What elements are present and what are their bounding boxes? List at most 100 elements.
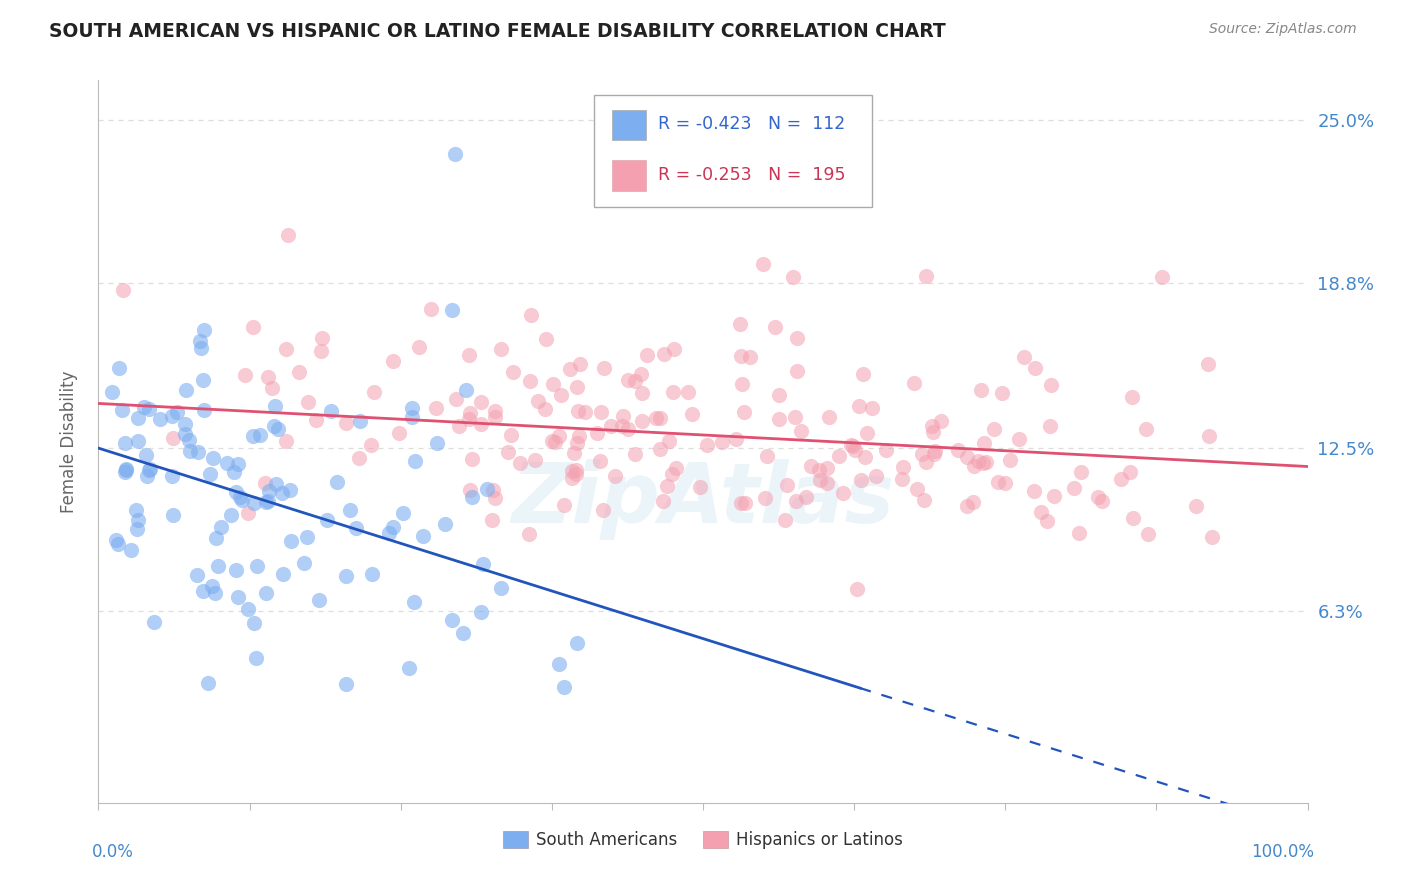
Point bbox=[794, 490, 817, 504]
Point bbox=[225, 563, 247, 577]
Point bbox=[592, 502, 614, 516]
Point bbox=[245, 651, 267, 665]
Point bbox=[1122, 510, 1144, 524]
Point bbox=[565, 435, 588, 450]
Point bbox=[966, 454, 988, 468]
Point bbox=[236, 601, 259, 615]
Point bbox=[254, 475, 277, 490]
Point bbox=[360, 567, 382, 582]
Point bbox=[1152, 270, 1174, 285]
Point bbox=[815, 475, 838, 490]
Point bbox=[963, 459, 986, 474]
Point bbox=[297, 395, 319, 409]
Point bbox=[190, 342, 212, 356]
Point bbox=[187, 445, 209, 459]
Point bbox=[550, 388, 572, 402]
Point bbox=[520, 308, 543, 322]
Point bbox=[969, 383, 991, 397]
Point bbox=[481, 483, 503, 498]
Point bbox=[191, 583, 214, 598]
Point bbox=[193, 403, 215, 417]
Point bbox=[574, 404, 596, 418]
Point bbox=[111, 284, 134, 298]
Point bbox=[763, 319, 786, 334]
Point bbox=[288, 364, 311, 378]
Point bbox=[661, 467, 683, 481]
Point bbox=[731, 376, 754, 391]
Point bbox=[696, 438, 718, 452]
Point bbox=[776, 477, 799, 491]
Point bbox=[461, 490, 484, 504]
Point bbox=[603, 468, 626, 483]
Point bbox=[162, 508, 184, 522]
Point bbox=[624, 374, 647, 388]
Point bbox=[274, 434, 297, 449]
Point bbox=[612, 409, 634, 423]
Point bbox=[434, 516, 457, 531]
Point bbox=[624, 447, 647, 461]
Point bbox=[311, 331, 333, 345]
Point bbox=[844, 443, 866, 458]
Point bbox=[125, 523, 148, 537]
Point bbox=[553, 498, 575, 512]
Point bbox=[489, 581, 512, 595]
Point bbox=[127, 513, 149, 527]
Point bbox=[956, 499, 979, 513]
Point bbox=[297, 531, 319, 545]
Legend: South Americans, Hispanics or Latinos: South Americans, Hispanics or Latinos bbox=[496, 824, 910, 856]
Point bbox=[402, 595, 425, 609]
Point bbox=[651, 493, 673, 508]
Point bbox=[589, 453, 612, 467]
Point bbox=[921, 425, 943, 439]
Point bbox=[973, 436, 995, 450]
Point bbox=[115, 462, 138, 476]
Point bbox=[243, 616, 266, 631]
Point bbox=[783, 410, 806, 425]
Point bbox=[111, 402, 134, 417]
Point bbox=[630, 367, 652, 381]
Point bbox=[264, 477, 287, 491]
Point bbox=[471, 557, 494, 571]
Point bbox=[278, 483, 301, 497]
Point bbox=[839, 438, 862, 452]
Point bbox=[125, 503, 148, 517]
Point bbox=[790, 425, 813, 439]
Point bbox=[1201, 530, 1223, 544]
Point bbox=[381, 520, 404, 534]
Point bbox=[207, 558, 229, 573]
Point bbox=[114, 463, 136, 477]
Point bbox=[665, 461, 688, 475]
Point bbox=[470, 605, 492, 619]
Point bbox=[209, 519, 232, 533]
Point bbox=[215, 456, 238, 470]
Point bbox=[499, 428, 522, 442]
Point bbox=[387, 426, 409, 441]
Point bbox=[658, 434, 681, 448]
Point bbox=[915, 269, 938, 284]
Point bbox=[905, 482, 928, 496]
Point bbox=[561, 464, 583, 478]
Point bbox=[420, 302, 443, 317]
Point bbox=[593, 361, 616, 376]
Point bbox=[135, 448, 157, 462]
Point bbox=[519, 374, 541, 388]
Point bbox=[891, 460, 914, 475]
Point bbox=[228, 491, 250, 505]
Point bbox=[441, 613, 464, 627]
Text: Source: ZipAtlas.com: Source: ZipAtlas.com bbox=[1209, 22, 1357, 37]
Point bbox=[347, 451, 370, 466]
Point bbox=[738, 350, 761, 364]
Point bbox=[983, 422, 1005, 436]
Point bbox=[782, 270, 804, 285]
Point bbox=[865, 468, 887, 483]
Point bbox=[274, 342, 297, 356]
Point bbox=[773, 513, 796, 527]
Point bbox=[911, 447, 934, 461]
Point bbox=[449, 419, 471, 434]
Point bbox=[689, 480, 711, 494]
Point bbox=[524, 452, 547, 467]
Point bbox=[162, 431, 184, 445]
Point bbox=[254, 585, 277, 599]
Point bbox=[457, 412, 479, 426]
Point bbox=[221, 508, 243, 522]
